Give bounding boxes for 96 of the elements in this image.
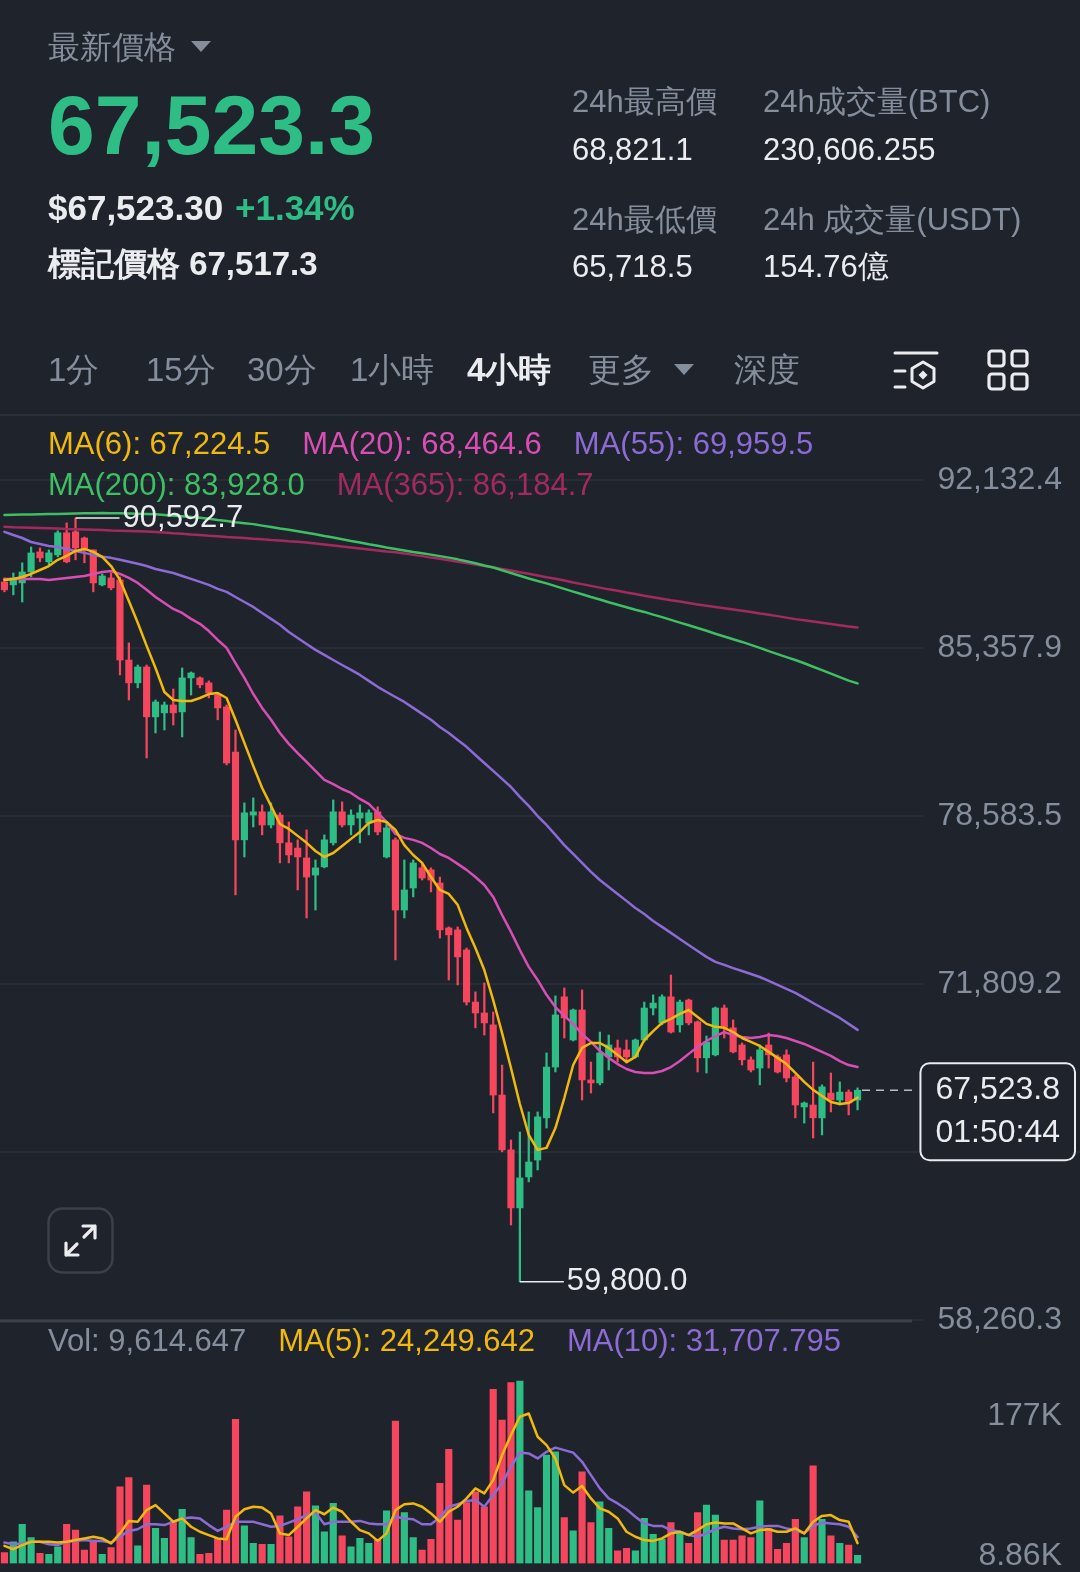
y-tick-label: 58,260.3 [937,1299,1062,1336]
bar [240,1525,248,1564]
bar [525,1490,533,1564]
bar [676,1531,684,1564]
bar [303,1491,311,1564]
bar [685,1543,693,1564]
bar [827,1535,835,1564]
bar [54,1546,62,1564]
y-tick-label: 78,583.5 [937,795,1062,832]
bar [134,1545,142,1564]
bar [489,1388,497,1564]
bar [338,1535,346,1564]
bar [836,1543,844,1564]
bar [516,1380,524,1564]
candlestick [160,701,168,731]
bar [720,1539,728,1564]
bar [0,1552,9,1564]
bar [98,1553,106,1564]
text: MA(6): 67,224.5 [48,425,271,461]
bar [542,1454,551,1564]
bar [471,1491,480,1564]
text: 深度 [734,350,800,390]
bar [160,1538,168,1564]
bar [249,1543,257,1564]
text: 1分 [48,350,100,390]
bar [231,1418,240,1564]
text: 24h最低價 [572,201,717,239]
candlestick [303,829,311,919]
bar [374,1539,382,1564]
series-label: MA(200): 83,928.0 [48,466,305,502]
bar [45,1553,53,1564]
bar [454,1519,462,1564]
bar [622,1548,631,1564]
text: $67,523.30 [48,187,224,229]
text: 更多 [588,350,654,390]
bar [169,1521,177,1564]
y-tick-label: 92,132.4 [937,459,1062,496]
text: 4小時 [467,350,552,390]
text: 1小時 [350,350,435,390]
bar [445,1448,453,1564]
bar [774,1548,782,1564]
bar [409,1537,417,1564]
ref-line-label: 67,523.8 [935,1070,1060,1107]
bar [214,1538,222,1564]
bar [480,1506,488,1564]
bar [400,1512,408,1564]
bar [560,1517,568,1564]
text: +1.34% [235,187,355,229]
bar [800,1537,808,1564]
y-tick-label: 85,357.9 [937,627,1062,664]
text: 15分 [146,350,216,390]
bar [391,1420,400,1564]
text: 24h最高價 [572,83,717,121]
bar [258,1543,266,1564]
text: 24h 成交量(USDT) [763,201,1022,239]
bar [320,1531,328,1564]
annotation: 59,800.0 [566,1262,688,1298]
y-tick-label: 71,809.2 [937,963,1062,1000]
bar [143,1484,151,1564]
bar [267,1543,275,1564]
bar [596,1501,604,1564]
text: 68,821.1 [572,131,693,169]
text: 24h成交量(BTC) [763,83,991,121]
bar [853,1555,862,1564]
y-tick-label: 177K [987,1395,1062,1432]
bar [462,1502,471,1564]
series-label: MA(365): 86,184.7 [336,466,594,502]
bar [845,1544,853,1564]
bar [365,1543,373,1564]
bar [631,1550,639,1564]
text: MA(20): 68,464.6 [302,425,542,461]
candlestick [471,991,480,1029]
text: 30分 [247,350,317,390]
y-tick-label: 8.86K [978,1535,1062,1572]
text: 67,523.3 [48,76,375,174]
bar [614,1550,622,1564]
text: 標記價格 67,517.3 [48,244,318,284]
text: 最新價格 [48,27,176,67]
bar [809,1465,817,1564]
bar [782,1543,791,1564]
bar [534,1507,542,1564]
bar [36,1553,44,1564]
bar [551,1451,559,1564]
bar [818,1518,826,1564]
text: 01:50:44 [935,1113,1060,1150]
text: MA(10): 31,707.795 [566,1322,842,1358]
text: 154.76億 [763,248,889,286]
text: 65,718.5 [572,248,693,286]
bar [151,1528,160,1564]
series-label: MA(5): 24,249.642 [278,1322,535,1358]
legend-title: Vol: 9,614.647 [48,1322,247,1358]
bar [80,1549,88,1564]
text: MA(55): 69,959.5 [573,425,814,461]
bar [569,1530,577,1564]
bar [605,1528,613,1564]
text: 230,606.255 [763,131,936,169]
